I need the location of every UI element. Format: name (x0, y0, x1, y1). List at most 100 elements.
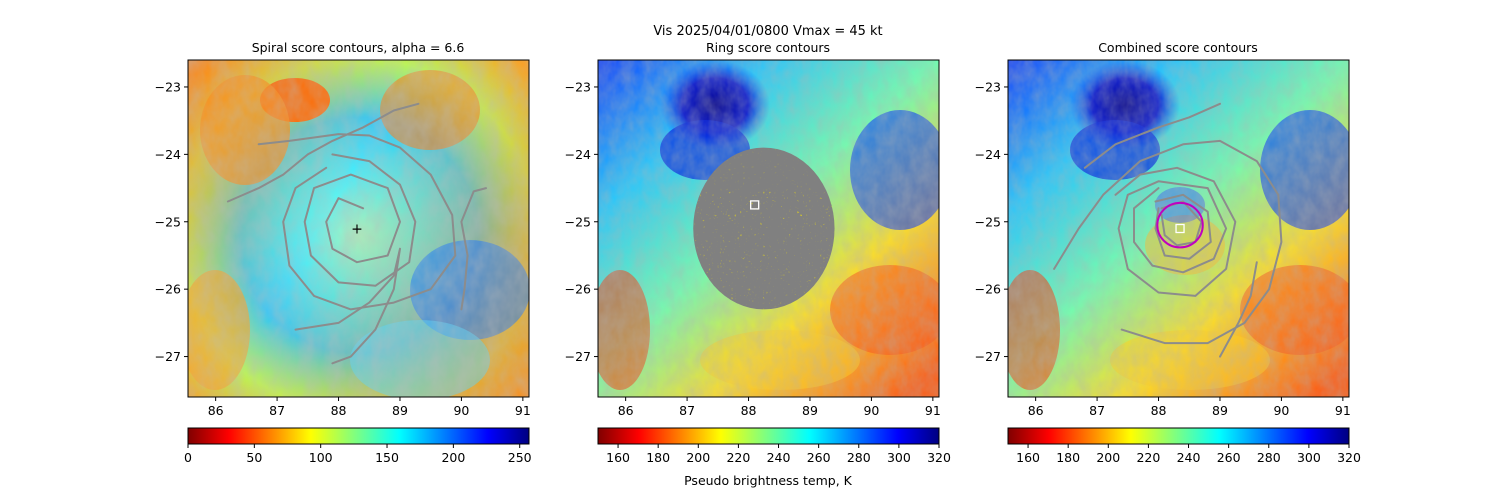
colorbar-label: Pseudo brightness temp, K (684, 473, 853, 488)
colorbar (187, 427, 530, 445)
colorbar (1007, 427, 1350, 445)
y-tick-label: −25 (565, 214, 591, 229)
colorbar-tick-label: 50 (246, 450, 262, 465)
y-tick-label: −27 (155, 349, 181, 364)
colorbar-tick-label: 200 (441, 450, 465, 465)
y-tick-label: −26 (155, 282, 181, 297)
axes-frame (187, 59, 530, 398)
colorbar-tick-label: 200 (1096, 450, 1120, 465)
y-tick-label: −26 (565, 282, 591, 297)
colorbar-axis: 160 180 200 220 240 260 280 300 320 (1016, 444, 1361, 465)
x-axis: 86 87 88 89 90 91 (208, 397, 531, 418)
x-tick-label: 90 (453, 403, 469, 418)
x-tick-label: 86 (618, 403, 634, 418)
colorbar-tick-label: 100 (309, 450, 333, 465)
x-tick-label: 87 (1089, 403, 1105, 418)
contour-lines (226, 102, 487, 365)
heatmap-image: + (188, 60, 529, 397)
heatmap-image (1008, 60, 1349, 397)
colorbar-tick-label: 250 (508, 450, 532, 465)
x-tick-label: 91 (1335, 403, 1351, 418)
colorbar-tick-label: 200 (686, 450, 710, 465)
colorbar-axis: 0 50 100 150 200 250 (184, 444, 532, 465)
contour-line (1219, 261, 1258, 358)
colorbar-tick-label: 180 (646, 450, 670, 465)
contour-line (257, 133, 457, 311)
y-tick-label: −27 (565, 349, 591, 364)
contour-line (460, 187, 487, 311)
colorbar (597, 427, 940, 445)
x-axis: 86 87 88 89 90 91 (1028, 397, 1351, 418)
x-tick-label: 88 (741, 403, 757, 418)
colorbar-tick-label: 220 (726, 450, 750, 465)
colorbar-tick-label: 0 (184, 450, 192, 465)
contour-line (1083, 102, 1221, 169)
x-tick-label: 89 (392, 403, 408, 418)
contour-line (226, 102, 420, 203)
y-tick-label: −25 (155, 214, 181, 229)
colorbar-axis: 160 180 200 220 240 260 280 300 320 (606, 444, 951, 465)
x-tick-label: 87 (269, 403, 285, 418)
y-axis: −23 −24 −25 −26 −27 (565, 79, 598, 364)
colorbar-tick-label: 300 (1297, 450, 1321, 465)
x-tick-label: 87 (679, 403, 695, 418)
panel-spiral: Spiral score contours, alpha = 6.6 + 86 8… (155, 40, 532, 465)
contour-line (1053, 139, 1283, 345)
x-tick-label: 86 (1028, 403, 1044, 418)
colorbar-tick-label: 280 (847, 450, 871, 465)
colorbar-tick-label: 220 (1136, 450, 1160, 465)
y-axis: −23 −24 −25 −26 −27 (975, 79, 1008, 364)
x-tick-label: 90 (1273, 403, 1289, 418)
colorbar-tick-label: 260 (1217, 450, 1241, 465)
y-tick-label: −24 (565, 147, 591, 162)
contour-line (1114, 166, 1237, 297)
y-axis: −23 −24 −25 −26 −27 (155, 79, 188, 364)
heatmap-image (598, 60, 939, 397)
axes-frame (1007, 59, 1350, 398)
masked-region (693, 147, 835, 310)
colorbar-tick-label: 240 (1177, 450, 1201, 465)
panel-ring: Ring score contours 86 87 88 89 90 91 −23−24−… (565, 40, 951, 488)
panel-title: Ring score contours (706, 40, 830, 55)
contour-line (1154, 193, 1212, 260)
y-tick-label: −23 (975, 79, 1001, 94)
x-tick-label: 90 (863, 403, 879, 418)
contour-line (294, 247, 401, 365)
center-marker: + (351, 222, 363, 238)
y-tick-label: −26 (975, 282, 1001, 297)
colorbar-tick-label: 300 (887, 450, 911, 465)
y-tick-label: −23 (155, 79, 181, 94)
colorbar-tick-label: 180 (1056, 450, 1080, 465)
x-axis: 86 87 88 89 90 91 (618, 397, 941, 418)
center-marker (750, 200, 760, 210)
contour-line (303, 153, 417, 287)
figure-suptitle: Vis 2025/04/01/0800 Vmax = 45 kt (653, 24, 882, 39)
colorbar-tick-label: 150 (375, 450, 399, 465)
x-tick-label: 86 (208, 403, 224, 418)
colorbar-tick-label: 160 (1016, 450, 1040, 465)
x-tick-label: 88 (331, 403, 347, 418)
colorbar-tick-label: 320 (927, 450, 951, 465)
panel-combined: Combined score contours 86 87 88 89 90 91 −23… (975, 40, 1361, 465)
panel-title: Spiral score contours, alpha = 6.6 (252, 40, 465, 55)
x-tick-label: 88 (1151, 403, 1167, 418)
center-marker (1175, 223, 1185, 234)
x-tick-label: 89 (1212, 403, 1228, 418)
y-tick-label: −27 (975, 349, 1001, 364)
y-tick-label: −25 (975, 214, 1001, 229)
axes-frame (597, 59, 940, 398)
y-tick-label: −24 (155, 147, 181, 162)
y-tick-label: −23 (565, 79, 591, 94)
x-tick-label: 89 (802, 403, 818, 418)
rmw-circle (1156, 201, 1204, 249)
x-tick-label: 91 (515, 403, 531, 418)
x-tick-label: 91 (925, 403, 941, 418)
colorbar-tick-label: 160 (606, 450, 630, 465)
colorbar-tick-label: 260 (807, 450, 831, 465)
colorbar-tick-label: 240 (767, 450, 791, 465)
colorbar-tick-label: 280 (1257, 450, 1281, 465)
y-tick-label: −24 (975, 147, 1001, 162)
colorbar-tick-label: 320 (1337, 450, 1361, 465)
panel-title: Combined score contours (1098, 40, 1258, 55)
